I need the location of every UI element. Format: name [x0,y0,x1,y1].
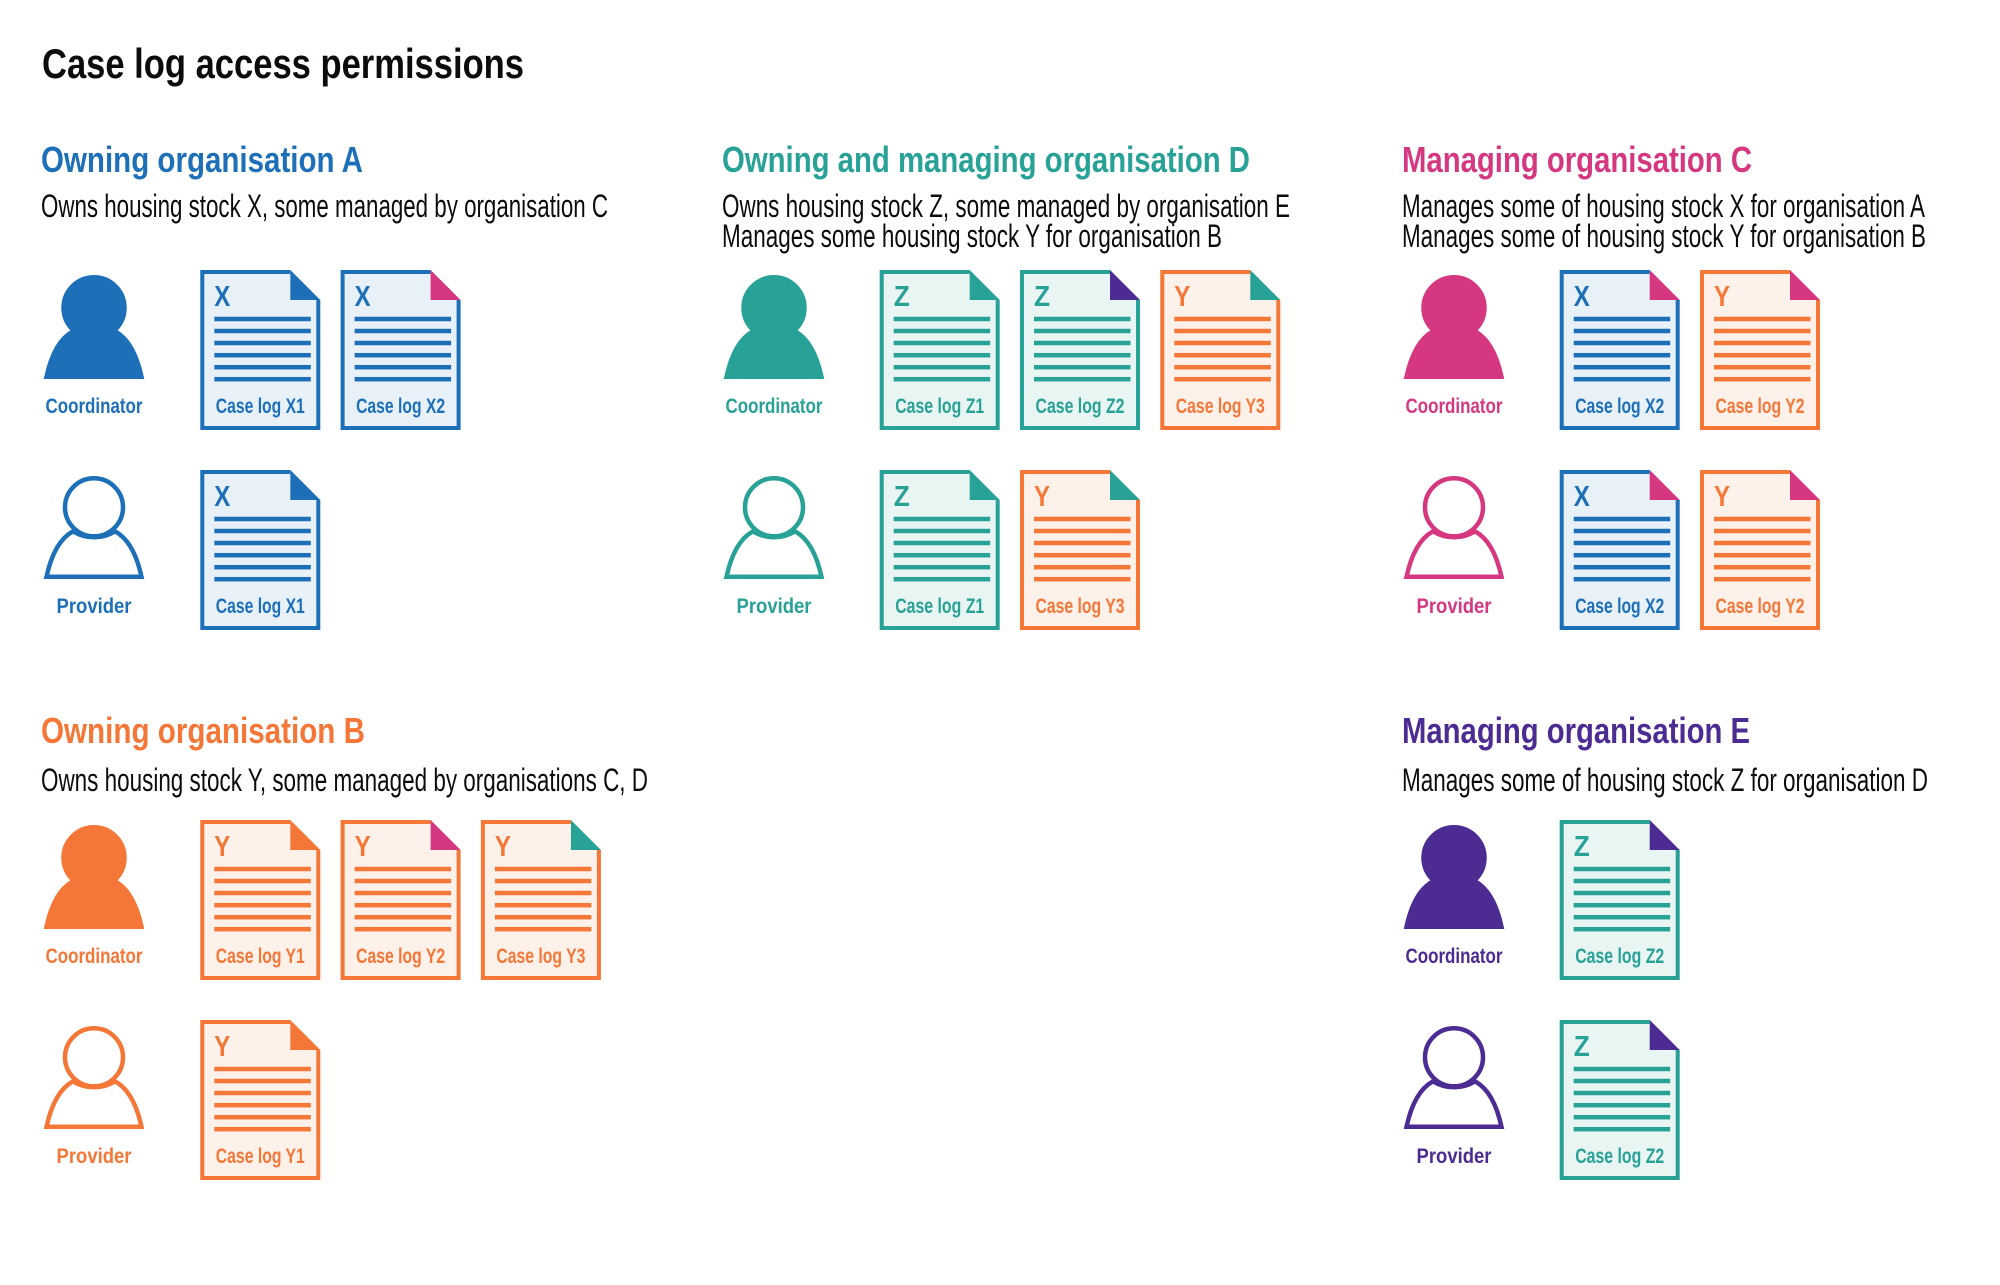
svg-text:Case log Y1: Case log Y1 [216,1145,305,1168]
svg-text:Manages some of housing stock: Manages some of housing stock X for orga… [1402,188,1925,224]
svg-text:Case log Z2: Case log Z2 [1575,1145,1664,1168]
svg-text:Provider: Provider [737,595,812,618]
svg-text:X: X [1574,481,1591,513]
svg-text:Case log Y2: Case log Y2 [356,945,445,968]
svg-text:Owning and managing organisati: Owning and managing organisation D [722,139,1250,180]
svg-text:Provider: Provider [1417,595,1492,618]
svg-text:Coordinator: Coordinator [1406,945,1503,968]
svg-text:Y: Y [214,1031,230,1063]
svg-text:Case log X1: Case log X1 [216,395,305,418]
svg-text:Manages some of housing stock: Manages some of housing stock Y for orga… [1402,218,1926,254]
svg-text:Y: Y [1714,281,1730,313]
svg-text:Case log Y2: Case log Y2 [1716,395,1805,418]
svg-text:Z: Z [1574,1031,1590,1063]
svg-text:Coordinator: Coordinator [726,395,823,418]
svg-text:Z: Z [1034,281,1050,313]
svg-text:Case log Y3: Case log Y3 [496,945,585,968]
svg-text:Y: Y [1034,481,1050,513]
svg-text:Case log X2: Case log X2 [1575,595,1664,618]
svg-text:Case log access permissions: Case log access permissions [42,40,524,87]
svg-text:Case log Y3: Case log Y3 [1176,395,1265,418]
svg-text:Y: Y [355,831,371,863]
svg-text:Case log Z1: Case log Z1 [895,595,984,618]
svg-text:Z: Z [894,281,910,313]
svg-text:Case log X2: Case log X2 [1575,395,1664,418]
svg-text:Coordinator: Coordinator [46,395,143,418]
svg-text:Case log Z1: Case log Z1 [895,395,984,418]
svg-text:Case log Y3: Case log Y3 [1036,595,1125,618]
svg-text:Case log X2: Case log X2 [356,395,445,418]
svg-text:Owning organisation A: Owning organisation A [41,139,363,180]
svg-text:Case log Y1: Case log Y1 [216,945,305,968]
svg-text:Case log X1: Case log X1 [216,595,305,618]
svg-text:Manages some housing stock Y f: Manages some housing stock Y for organis… [722,218,1222,254]
svg-text:Provider: Provider [1417,1145,1492,1168]
svg-text:Managing organisation C: Managing organisation C [1402,139,1752,180]
svg-text:Provider: Provider [57,1145,132,1168]
svg-text:X: X [1574,281,1591,313]
svg-text:Case log Y2: Case log Y2 [1716,595,1805,618]
svg-text:Manages some of housing stock: Manages some of housing stock Z for orga… [1402,762,1928,798]
svg-text:Coordinator: Coordinator [46,945,143,968]
svg-text:Case log Z2: Case log Z2 [1575,945,1664,968]
svg-text:Y: Y [214,831,230,863]
svg-text:Owns housing stock Z, some man: Owns housing stock Z, some managed by or… [722,188,1290,224]
svg-text:Provider: Provider [57,595,132,618]
svg-text:Owns housing stock Y, some man: Owns housing stock Y, some managed by or… [41,762,648,798]
svg-text:Managing organisation E: Managing organisation E [1402,710,1750,751]
svg-text:X: X [355,281,372,313]
svg-text:Z: Z [1574,831,1590,863]
svg-text:X: X [214,281,231,313]
svg-text:Owning organisation B: Owning organisation B [41,710,365,751]
svg-text:X: X [214,481,231,513]
svg-text:Y: Y [1174,281,1190,313]
svg-text:Owns housing stock X, some man: Owns housing stock X, some managed by or… [41,188,608,224]
svg-text:Case log Z2: Case log Z2 [1036,395,1125,418]
svg-text:Z: Z [894,481,910,513]
svg-text:Y: Y [1714,481,1730,513]
svg-text:Y: Y [495,831,511,863]
svg-text:Coordinator: Coordinator [1406,395,1503,418]
